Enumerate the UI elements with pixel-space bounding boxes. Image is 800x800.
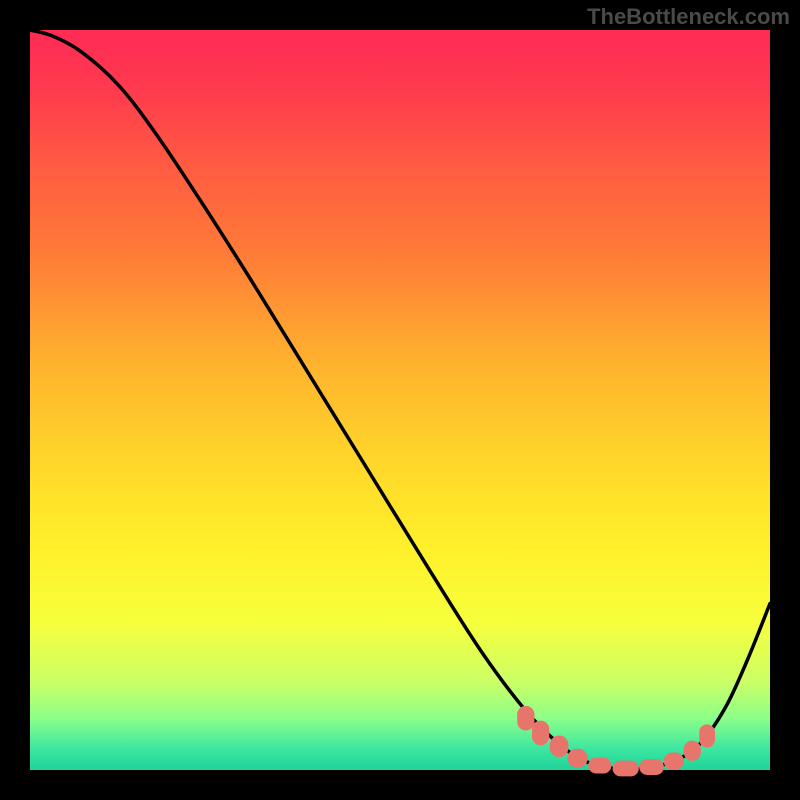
bottleneck-curve-chart — [0, 0, 800, 800]
chart-container: TheBottleneck.com — [0, 0, 800, 800]
curve-marker — [664, 753, 683, 769]
curve-marker — [550, 736, 568, 757]
watermark-text: TheBottleneck.com — [587, 4, 790, 30]
curve-marker — [640, 760, 664, 775]
curve-marker — [589, 758, 611, 773]
curve-marker — [684, 741, 700, 760]
curve-marker — [568, 749, 587, 767]
curve-marker — [613, 761, 638, 776]
curve-marker — [518, 706, 534, 730]
curve-marker — [532, 721, 548, 745]
curve-marker — [700, 725, 715, 747]
plot-gradient-background — [30, 30, 770, 770]
